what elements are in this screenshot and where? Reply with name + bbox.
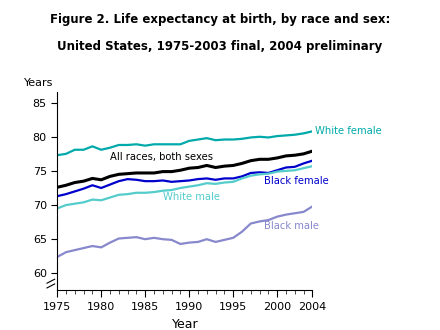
Text: Years: Years [24, 79, 53, 88]
Text: White male: White male [163, 192, 220, 202]
X-axis label: Year: Year [172, 318, 198, 330]
Text: White female: White female [315, 126, 382, 136]
Text: Black female: Black female [264, 176, 329, 186]
Text: All races, both sexes: All races, both sexes [110, 151, 213, 162]
Text: United States, 1975-2003 final, 2004 preliminary: United States, 1975-2003 final, 2004 pre… [57, 40, 383, 52]
Text: Black male: Black male [264, 220, 319, 231]
Text: Figure 2. Life expectancy at birth, by race and sex:: Figure 2. Life expectancy at birth, by r… [50, 13, 390, 26]
